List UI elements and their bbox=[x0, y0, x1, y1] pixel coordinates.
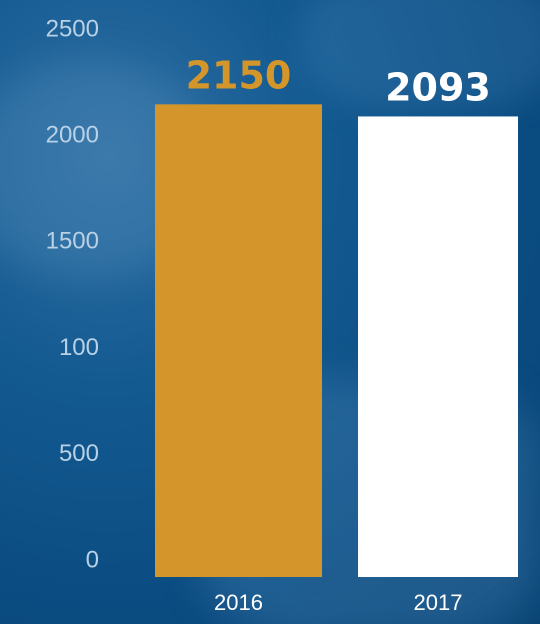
value-label-2017: 2093 bbox=[385, 65, 491, 109]
y-tick-label: 500 bbox=[59, 440, 99, 467]
y-tick-label: 2500 bbox=[46, 15, 99, 42]
y-tick-label: 1500 bbox=[46, 228, 99, 255]
value-label-2016: 2150 bbox=[186, 53, 292, 97]
y-tick-label: 100 bbox=[59, 334, 99, 361]
bar-2017 bbox=[358, 116, 518, 577]
x-tick-label: 2016 bbox=[214, 590, 263, 615]
y-tick-label: 0 bbox=[86, 546, 99, 573]
x-tick-label: 2017 bbox=[414, 590, 463, 615]
bar-2016 bbox=[155, 104, 322, 577]
y-tick-label: 2000 bbox=[46, 122, 99, 149]
